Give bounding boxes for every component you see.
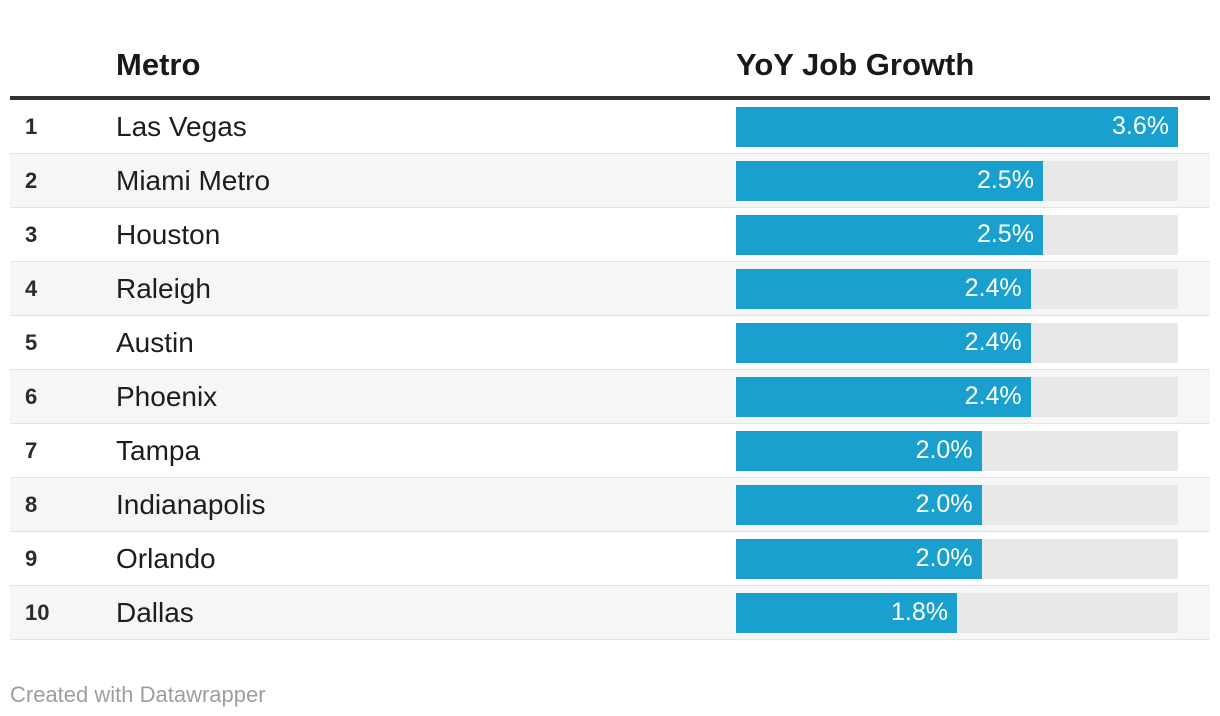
attribution-text: Created with Datawrapper — [10, 682, 266, 707]
table-row: 4 Raleigh 2.4% — [10, 262, 1210, 316]
bar-value-label: 1.8% — [891, 598, 948, 626]
rank-label: 1 — [25, 113, 38, 139]
bar-value-label: 3.6% — [1112, 112, 1169, 140]
bar-track: 2.5% — [736, 214, 1178, 255]
table-row: 5 Austin 2.4% — [10, 316, 1210, 370]
bar-track: 2.0% — [736, 430, 1178, 471]
bar-track: 2.0% — [736, 484, 1178, 525]
rank-label: 4 — [25, 275, 38, 301]
rank-label: 5 — [25, 329, 38, 355]
bar-track: 2.5% — [736, 160, 1178, 201]
metro-name: Houston — [116, 218, 221, 250]
table-row: 9 Orlando 2.0% — [10, 532, 1210, 586]
bar-fill: 2.4% — [736, 322, 1031, 363]
table-row: 8 Indianapolis 2.0% — [10, 478, 1210, 532]
bar-cell: 2.5% — [736, 214, 1210, 255]
bar-cell: 2.5% — [736, 160, 1210, 201]
bar-track: 2.4% — [736, 268, 1178, 309]
table-header: Metro YoY Job Growth — [10, 0, 1210, 100]
bar-cell: 2.4% — [736, 376, 1210, 417]
metro-name: Austin — [116, 326, 194, 358]
rank-label: 8 — [25, 491, 38, 517]
table-row: 10 Dallas 1.8% — [10, 586, 1210, 640]
table-row: 7 Tampa 2.0% — [10, 424, 1210, 478]
rank-label: 3 — [25, 221, 38, 247]
bar-track: 2.0% — [736, 538, 1178, 579]
rank-label: 10 — [25, 599, 50, 625]
bar-value-label: 2.0% — [915, 490, 973, 518]
bar-fill: 2.0% — [736, 538, 982, 579]
bar-fill: 2.4% — [736, 268, 1031, 309]
bar-value-label: 2.4% — [964, 274, 1022, 302]
metro-name: Raleigh — [116, 272, 211, 304]
bar-value-label: 2.5% — [976, 220, 1034, 248]
rank-label: 9 — [25, 545, 38, 571]
bar-fill: 2.4% — [736, 376, 1031, 417]
table-row: 6 Phoenix 2.4% — [10, 370, 1210, 424]
bar-cell: 2.0% — [736, 538, 1210, 579]
table-row: 3 Houston 2.5% — [10, 208, 1210, 262]
table-row: 2 Miami Metro 2.5% — [10, 154, 1210, 208]
bar-cell: 1.8% — [736, 592, 1210, 633]
metro-name: Indianapolis — [116, 488, 266, 520]
bar-cell: 2.0% — [736, 430, 1210, 471]
metro-name: Dallas — [116, 596, 194, 628]
bar-cell: 2.4% — [736, 322, 1210, 363]
bar-fill: 1.8% — [736, 592, 957, 633]
bar-value-label: 2.0% — [915, 436, 973, 464]
table-row: 1 Las Vegas 3.6% — [10, 100, 1210, 154]
bar-cell: 2.4% — [736, 268, 1210, 309]
metro-name: Tampa — [116, 434, 201, 466]
bar-track: 2.4% — [736, 376, 1178, 417]
bar-value-label: 2.0% — [915, 544, 973, 572]
metro-name: Miami Metro — [116, 164, 271, 196]
table-body: 1 Las Vegas 3.6% 2 Miami Metro 2.5% 3 Ho… — [10, 100, 1210, 640]
rank-label: 2 — [25, 167, 38, 193]
metro-name: Las Vegas — [116, 110, 247, 142]
bar-track: 1.8% — [736, 592, 1178, 633]
rank-label: 7 — [25, 437, 38, 463]
growth-column-header: YoY Job Growth — [736, 47, 975, 82]
bar-track: 2.4% — [736, 322, 1178, 363]
bar-value-label: 2.4% — [964, 382, 1022, 410]
rank-label: 6 — [25, 383, 38, 409]
bar-fill: 2.0% — [736, 484, 982, 525]
chart-container: Metro YoY Job Growth 1 Las Vegas 3.6% 2 … — [10, 0, 1210, 708]
bar-fill: 2.5% — [736, 214, 1043, 255]
bar-fill: 2.0% — [736, 430, 982, 471]
bar-cell: 2.0% — [736, 484, 1210, 525]
bar-value-label: 2.5% — [976, 166, 1034, 194]
bar-value-label: 2.4% — [964, 328, 1022, 356]
bar-fill: 2.5% — [736, 160, 1043, 201]
bar-cell: 3.6% — [736, 106, 1210, 147]
metro-column-header: Metro — [116, 47, 201, 82]
bar-track: 3.6% — [736, 106, 1178, 147]
metro-name: Orlando — [116, 542, 216, 574]
metro-name: Phoenix — [116, 380, 218, 412]
bar-fill: 3.6% — [736, 106, 1178, 147]
